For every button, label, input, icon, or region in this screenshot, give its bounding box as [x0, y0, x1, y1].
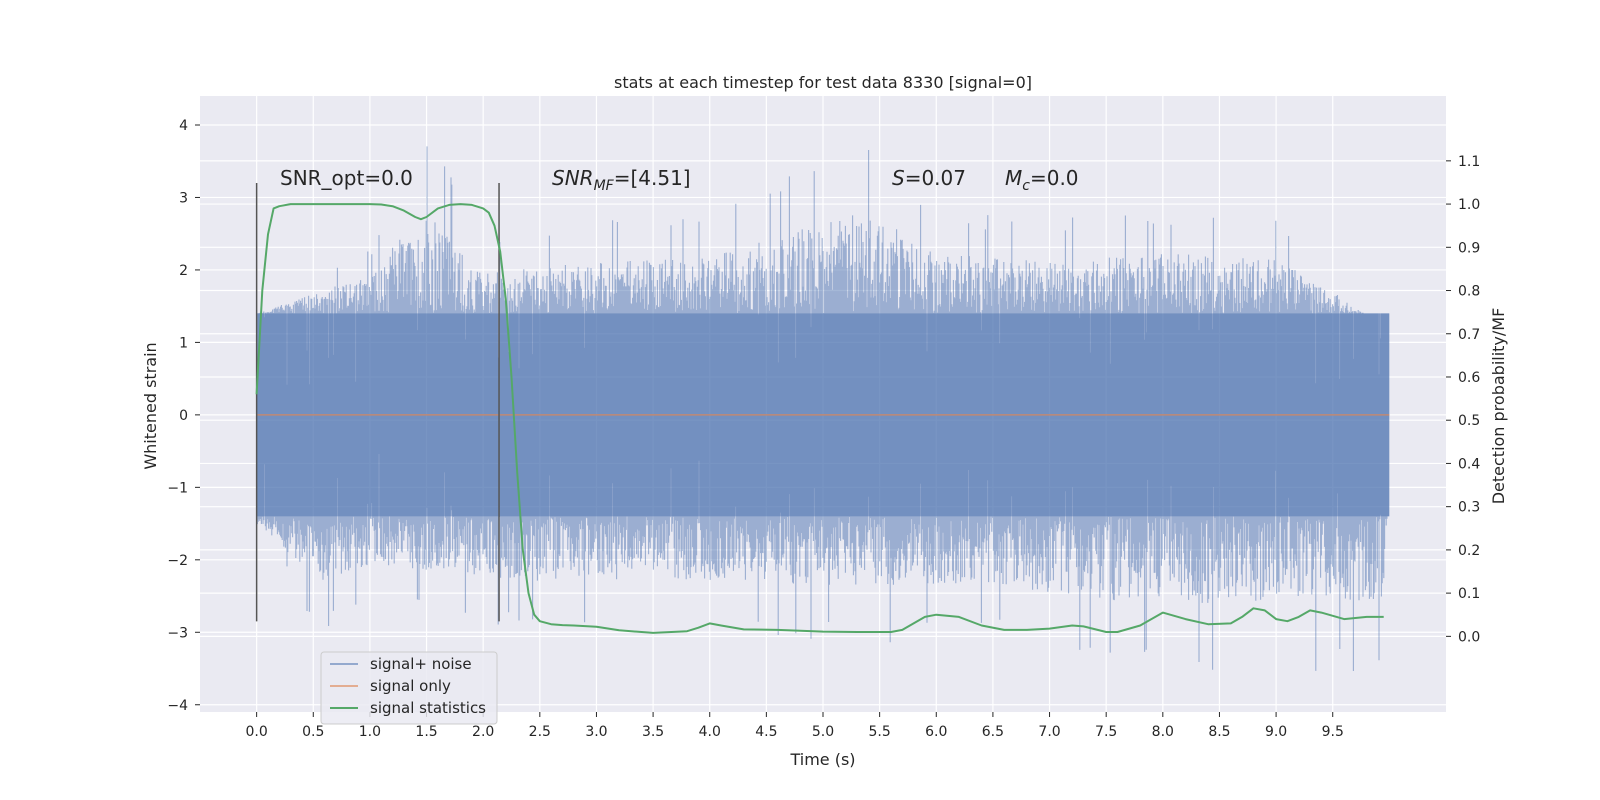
x-tick-label: 2.5	[529, 724, 551, 740]
x-tick-label: 3.0	[585, 724, 607, 740]
annotation-mc-sub: c	[1022, 178, 1030, 194]
signal-statistics-series	[255, 203, 1384, 634]
legend-box	[320, 651, 498, 725]
y-left-tick-label: 4	[179, 118, 188, 134]
legend-label-signal-statistics: signal statistics	[370, 699, 486, 717]
y-right-tick-label: 0.0	[1458, 629, 1480, 645]
annotation-snr-mf-value: =[4.51]	[614, 166, 691, 190]
x-tick-label: 2.0	[472, 724, 494, 740]
y-left-tick-label: 2	[179, 263, 188, 279]
y-left-tick-label: 1	[179, 335, 188, 351]
x-tick-label: 9.0	[1265, 724, 1287, 740]
y-left-tick-label: 0	[179, 408, 188, 424]
legend: signal+ noise signal only signal statist…	[320, 651, 498, 725]
x-tick-label: 1.5	[415, 724, 437, 740]
signal-statistics-line	[255, 203, 1384, 634]
annotation-mc-value: =0.0	[1030, 166, 1079, 190]
x-tick-label: 4.0	[699, 724, 721, 740]
y-right-tick-label: 0.6	[1458, 370, 1480, 386]
x-tick-label: 0.0	[246, 724, 268, 740]
legend-label-signal-only: signal only	[370, 677, 451, 695]
x-tick-label: 3.5	[642, 724, 664, 740]
annotation-snr-mf-main: SNR	[552, 166, 594, 190]
y-left-tick-label: −2	[167, 553, 188, 569]
x-axis-label: Time (s)	[789, 750, 855, 769]
y-right-tick-label: 0.4	[1458, 456, 1480, 472]
annotation-mc: Mc=0.0	[1005, 166, 1079, 194]
x-tick-label: 5.5	[869, 724, 891, 740]
y-axis-left-label: Whitened strain	[141, 342, 160, 469]
x-tick-label: 1.0	[359, 724, 381, 740]
x-tick-label: 0.5	[302, 724, 324, 740]
y-left-tick-label: 3	[179, 190, 188, 206]
y-left-tick-label: −4	[167, 698, 188, 714]
x-tick-label: 9.5	[1322, 724, 1344, 740]
y-right-tick-label: 0.7	[1458, 327, 1480, 343]
x-tick-label: 5.0	[812, 724, 834, 740]
annotation-s-value: =0.07	[905, 166, 966, 190]
y-right-tick-label: 0.5	[1458, 413, 1480, 429]
x-tick-label: 7.5	[1095, 724, 1117, 740]
x-tick-label: 8.5	[1208, 724, 1230, 740]
ticks: 0.0 0.5 1.0 1.5 2.0 2.5 3.0 3.5 4.0 4.5 5.0 5.5 6.0 6…	[167, 118, 1480, 740]
legend-label-signal-noise: signal+ noise	[370, 655, 472, 673]
chart-title: stats at each timestep for test data 833…	[614, 73, 1032, 92]
y-left-tick-label: −3	[167, 625, 188, 641]
y-right-tick-label: 0.8	[1458, 284, 1480, 300]
x-tick-label: 6.0	[925, 724, 947, 740]
annotation-snr-mf: SNRMF=[4.51]	[552, 166, 691, 194]
y-right-tick-label: 0.2	[1458, 543, 1480, 559]
vertical-markers	[255, 182, 500, 622]
annotation-s-label: S	[892, 166, 905, 190]
x-tick-label: 7.0	[1038, 724, 1060, 740]
y-right-tick-label: 0.1	[1458, 586, 1480, 602]
x-tick-label: 8.0	[1152, 724, 1174, 740]
y-right-tick-label: 1.0	[1458, 197, 1480, 213]
y-right-tick-label: 1.1	[1458, 154, 1480, 170]
x-tick-label: 6.5	[982, 724, 1004, 740]
x-tick-label: 4.5	[755, 724, 777, 740]
annotation-snr-mf-sub: MF	[594, 178, 615, 194]
annotation-snr-opt: SNR_opt=0.0	[280, 166, 413, 190]
y-left-tick-label: −1	[167, 480, 188, 496]
y-axis-right-label: Detection probability/MF	[1489, 308, 1508, 505]
y-right-tick-label: 0.9	[1458, 240, 1480, 256]
annotation-s: S=0.07	[892, 166, 966, 190]
annotation-mc-label: M	[1005, 166, 1022, 190]
y-right-tick-label: 0.3	[1458, 500, 1480, 516]
